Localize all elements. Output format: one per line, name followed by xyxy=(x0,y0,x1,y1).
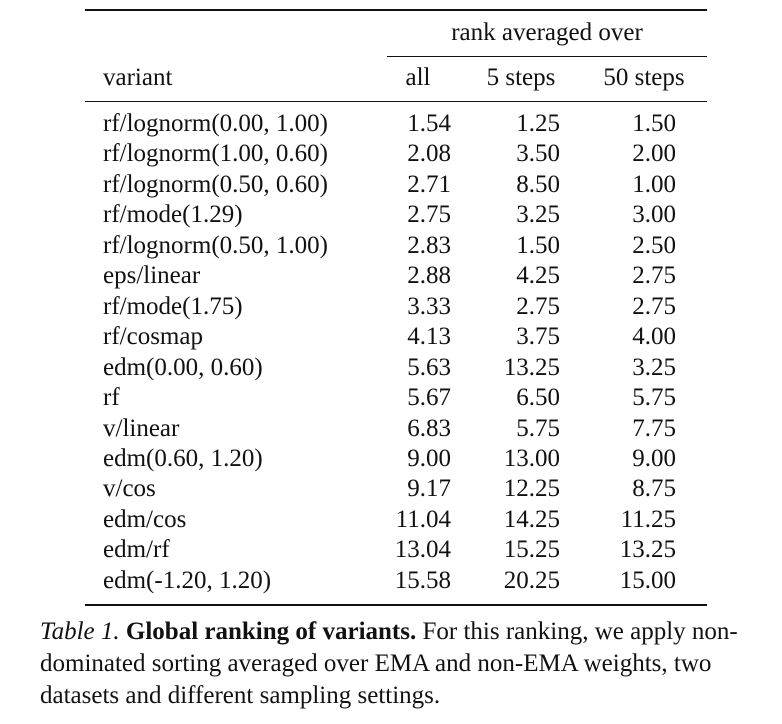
cell-5-steps: 2.75 xyxy=(516,292,560,320)
cell-all: 2.88 xyxy=(407,262,451,290)
cell-all: 3.33 xyxy=(407,292,451,320)
cell-variant: edm/cos xyxy=(103,505,187,533)
cell-50-steps: 7.75 xyxy=(632,414,676,442)
cell-all: 11.04 xyxy=(395,505,451,533)
cell-variant: edm(-1.20, 1.20) xyxy=(103,566,272,594)
header-rule xyxy=(85,101,707,102)
column-header-50-steps: 50 steps xyxy=(603,64,685,91)
bottom-rule xyxy=(85,604,707,606)
cell-all: 1.54 xyxy=(407,110,451,137)
cell-50-steps: 3.25 xyxy=(632,353,676,381)
cell-50-steps: 8.75 xyxy=(632,475,676,503)
cell-5-steps: 14.25 xyxy=(503,505,560,533)
cell-all: 2.71 xyxy=(407,170,451,198)
cell-variant: rf xyxy=(103,384,120,412)
caption-label: Table 1. xyxy=(40,618,120,645)
cell-variant: rf/cosmap xyxy=(103,323,203,351)
cell-variant: edm/rf xyxy=(103,536,170,564)
cell-all: 4.13 xyxy=(407,323,451,351)
cell-variant: v/linear xyxy=(103,414,180,442)
cell-5-steps: 13.25 xyxy=(503,353,560,381)
cell-50-steps: 2.00 xyxy=(632,140,676,168)
caption-body: For this ranking, we apply non-dominated… xyxy=(40,618,738,709)
cell-all: 5.67 xyxy=(407,384,451,412)
cell-50-steps: 13.25 xyxy=(619,536,676,564)
cell-5-steps: 4.25 xyxy=(516,262,560,290)
table-caption: Table 1. Global ranking of variants. For… xyxy=(40,616,770,712)
cell-all: 9.00 xyxy=(407,444,451,472)
cell-5-steps: 8.50 xyxy=(516,170,560,198)
cell-all: 5.63 xyxy=(407,353,451,381)
cell-variant: rf/mode(1.29) xyxy=(103,201,243,229)
caption-title: Global ranking of variants. xyxy=(125,618,417,645)
column-header-all: all xyxy=(405,64,431,91)
cell-5-steps: 15.25 xyxy=(503,536,560,564)
cell-5-steps: 12.25 xyxy=(503,475,560,503)
cell-variant: rf/lognorm(1.00, 0.60) xyxy=(103,140,328,168)
cell-variant: edm(0.00, 0.60) xyxy=(103,353,263,381)
cell-5-steps: 20.25 xyxy=(503,566,560,594)
cell-50-steps: 9.00 xyxy=(632,444,676,472)
cell-variant: rf/lognorm(0.00, 1.00) xyxy=(103,110,328,137)
cell-5-steps: 1.25 xyxy=(516,110,560,137)
cell-50-steps: 3.00 xyxy=(632,201,676,229)
cell-5-steps: 13.00 xyxy=(503,444,560,472)
cell-variant: rf/lognorm(0.50, 0.60) xyxy=(103,170,328,198)
group-header: rank averaged over xyxy=(451,19,643,46)
cell-50-steps: 2.75 xyxy=(632,262,676,290)
cell-5-steps: 6.50 xyxy=(516,384,560,412)
cell-variant: eps/linear xyxy=(103,262,201,290)
cell-variant: edm(0.60, 1.20) xyxy=(103,444,263,472)
cell-variant: rf/lognorm(0.50, 1.00) xyxy=(103,231,328,259)
cell-5-steps: 3.50 xyxy=(516,140,560,168)
cell-variant: rf/mode(1.75) xyxy=(103,292,243,320)
cell-all: 13.04 xyxy=(394,536,451,564)
cell-all: 6.83 xyxy=(407,414,451,442)
cell-all: 15.58 xyxy=(394,566,451,594)
cell-all: 9.17 xyxy=(407,475,451,503)
cell-variant: v/cos xyxy=(103,475,156,503)
cell-5-steps: 1.50 xyxy=(516,231,560,259)
cell-50-steps: 2.50 xyxy=(632,231,676,259)
group-rule xyxy=(387,56,707,57)
cell-all: 2.75 xyxy=(407,201,451,229)
cell-50-steps: 15.00 xyxy=(619,566,676,594)
cell-50-steps: 2.75 xyxy=(632,292,676,320)
column-header-variant: variant xyxy=(103,64,173,91)
cell-50-steps: 5.75 xyxy=(632,384,676,412)
cell-5-steps: 3.25 xyxy=(516,201,560,229)
cell-5-steps: 3.75 xyxy=(516,323,560,351)
cell-5-steps: 5.75 xyxy=(516,414,560,442)
top-rule xyxy=(85,9,707,11)
cell-50-steps: 11.25 xyxy=(620,505,676,533)
cell-all: 2.08 xyxy=(407,140,451,168)
cell-50-steps: 4.00 xyxy=(632,323,676,351)
column-header-5-steps: 5 steps xyxy=(486,64,556,91)
cell-50-steps: 1.50 xyxy=(632,110,676,137)
cell-all: 2.83 xyxy=(407,231,451,259)
cell-50-steps: 1.00 xyxy=(632,170,676,198)
